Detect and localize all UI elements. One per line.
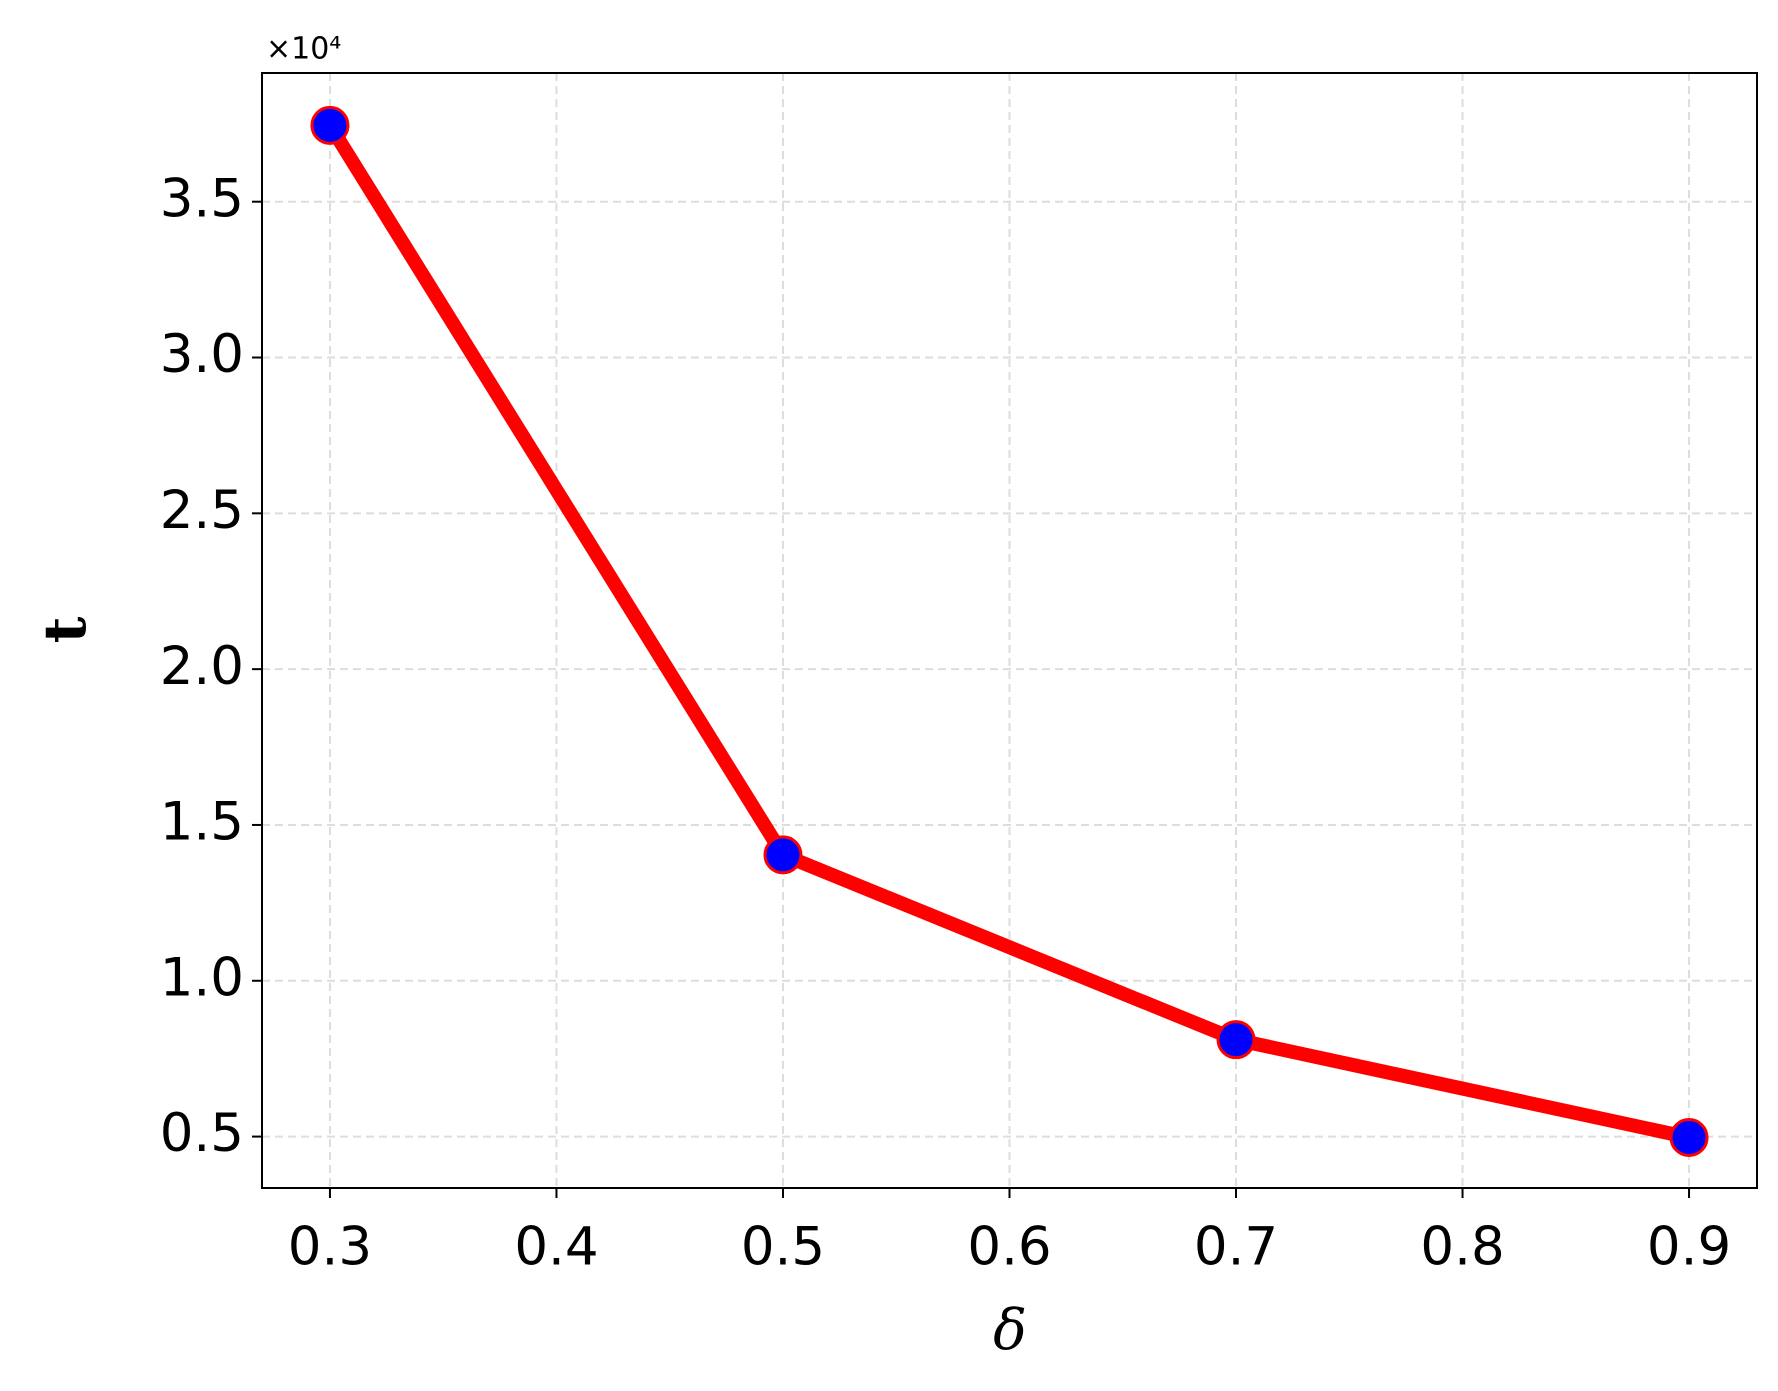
x-tick-label: 0.8: [1420, 1217, 1504, 1278]
plot-frame: [261, 72, 1758, 1189]
marker: [1216, 1020, 1256, 1060]
x-tick-label: 0.6: [967, 1217, 1051, 1278]
y-offset-text: ×10⁴: [266, 32, 341, 67]
y-tick-label: 1.5: [160, 792, 244, 853]
x-tick-label: 0.4: [514, 1217, 598, 1278]
y-tick-label: 3.0: [160, 324, 244, 385]
y-tick-label: 0.5: [160, 1103, 244, 1164]
marker: [763, 835, 803, 875]
marker: [310, 105, 350, 145]
x-tick-label: 0.3: [288, 1217, 372, 1278]
y-tick-label: 3.5: [160, 168, 244, 229]
x-tick-label: 0.7: [1194, 1217, 1278, 1278]
x-tick-label: 0.9: [1647, 1217, 1731, 1278]
x-tick-label: 0.5: [741, 1217, 825, 1278]
marker: [1669, 1118, 1709, 1158]
y-tick-label: 2.0: [160, 636, 244, 697]
y-axis-label: t: [31, 616, 99, 643]
line: [324, 121, 1691, 1145]
y-tick-label: 1.0: [160, 947, 244, 1008]
x-axis-label: δ: [993, 1299, 1027, 1364]
y-tick-label: 2.5: [160, 480, 244, 541]
